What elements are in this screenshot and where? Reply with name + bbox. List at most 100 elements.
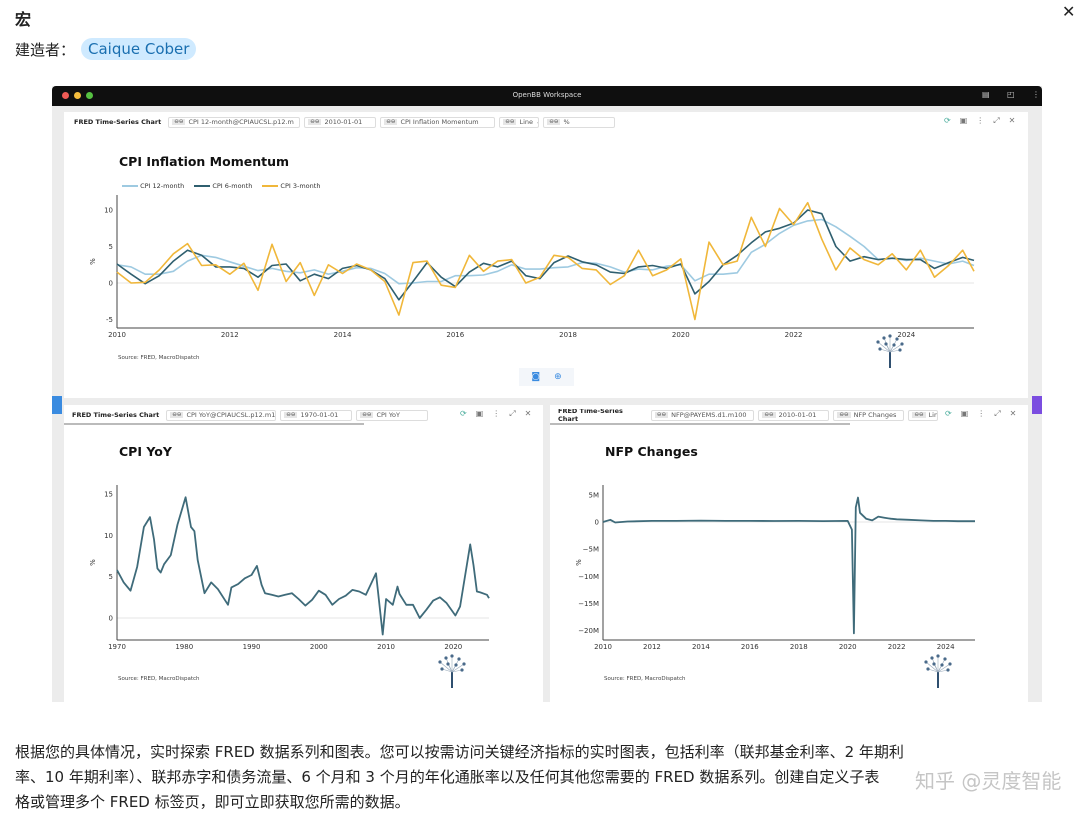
y-tick-label: -5 bbox=[106, 316, 113, 324]
chart-0: 2010 2012 2014 2016 2018 2020 2022 2024 -5 0 5 10% bbox=[89, 195, 975, 368]
refresh-icon[interactable]: ⟳ bbox=[944, 116, 951, 125]
x-tick-label: 1970 bbox=[108, 643, 126, 651]
y-tick-label: 0 bbox=[595, 519, 599, 527]
chart-type-select[interactable]: ⊖⊖Line⌄ bbox=[499, 116, 540, 128]
y-tick-label: 5M bbox=[589, 491, 600, 499]
refresh-icon[interactable]: ⟳ bbox=[945, 409, 952, 418]
start-date-input[interactable]: ⊖⊖ 2010-01-01 bbox=[304, 116, 377, 128]
x-tick-label: 1990 bbox=[243, 643, 261, 651]
x-tick-label: 2020 bbox=[444, 643, 462, 651]
series-input[interactable]: ⊖⊖ CPI 12-month@CPIAUCSL.p12.m bbox=[168, 116, 301, 128]
source-note: Source: FRED, MacroDispatch bbox=[604, 676, 686, 682]
widget-actions: ⟳ ▣ ⋮ ⤢ ✕ bbox=[944, 116, 1015, 126]
unit-input[interactable]: ⊖⊖% bbox=[543, 116, 616, 128]
chat-icon[interactable]: ▣ bbox=[959, 116, 968, 125]
x-tick-label: 2018 bbox=[790, 643, 808, 651]
start-date-input[interactable]: ⊖⊖ 2010-01-01 bbox=[758, 409, 830, 421]
minimize-window-button[interactable] bbox=[74, 92, 81, 99]
chart-title: NFP Changes bbox=[605, 444, 698, 459]
series-line-0 bbox=[116, 496, 490, 636]
widget-actions: ⟳ ▣ ⋮ ⤢ ✕ bbox=[945, 409, 1016, 419]
close-widget-icon[interactable]: ✕ bbox=[1008, 116, 1016, 125]
x-tick-label: 2020 bbox=[839, 643, 857, 651]
close-window-button[interactable] bbox=[62, 92, 69, 99]
x-tick-label: 2010 bbox=[377, 643, 395, 651]
x-tick-label: 1980 bbox=[175, 643, 193, 651]
y-tick-label: −10M bbox=[578, 573, 599, 581]
chart-modebar: ◙ ⊕ bbox=[519, 368, 574, 386]
title-input[interactable]: ⊖⊖ NFP Changes bbox=[833, 409, 905, 421]
widget-toolbar: FRED Time-Series Chart ⊖⊖ CPI 12-month@CP… bbox=[74, 116, 616, 128]
toolbar-scrollbar[interactable] bbox=[550, 423, 850, 425]
close-widget-icon[interactable]: ✕ bbox=[1009, 409, 1017, 418]
chart-1: 1970 1980 1990 2000 2010 2020 0 5 10 15% bbox=[89, 485, 490, 688]
x-tick-label: 2022 bbox=[888, 643, 906, 651]
title-input[interactable]: ⊖⊖ CPI YoY bbox=[356, 409, 429, 421]
close-icon[interactable]: ✕ bbox=[1062, 2, 1076, 21]
more-icon[interactable]: ⋮ bbox=[976, 116, 985, 125]
more-icon[interactable]: ⋮ bbox=[977, 409, 986, 418]
menu-icon[interactable]: ⋮ bbox=[1032, 90, 1040, 99]
widget-actions: ⟳ ▣ ⋮ ⤢ ✕ bbox=[460, 409, 531, 419]
start-date-input[interactable]: ⊖⊖ 1970-01-01 bbox=[280, 409, 353, 421]
series-input[interactable]: ⊖⊖ NFP@PAYEMS.d1.m100 bbox=[650, 409, 755, 421]
more-icon[interactable]: ⋮ bbox=[492, 409, 501, 418]
y-tick-label: 5 bbox=[109, 243, 113, 251]
camera-icon[interactable]: ◙ bbox=[531, 372, 541, 382]
paragraph-line: 率、10 年期利率）、联邦赤字和债务流量、6 个月和 3 个月的年化通胀率以及任… bbox=[15, 768, 880, 786]
builder-name-link[interactable]: Caique Cober bbox=[81, 38, 197, 60]
chart-type-select[interactable]: ⊖⊖Line bbox=[908, 409, 938, 421]
macrodispatch-tree-logo bbox=[924, 654, 952, 688]
source-note: Source: FRED, MacroDispatch bbox=[118, 676, 200, 682]
chart-2: 2010 2012 2014 2016 2018 2020 2022 2024 5M 0 −5M −1… bbox=[575, 485, 975, 688]
close-widget-icon[interactable]: ✕ bbox=[524, 409, 532, 418]
watermark: 知乎 @灵度智能 bbox=[915, 769, 1062, 793]
y-tick-label: 5 bbox=[109, 573, 113, 581]
toolbar-scrollbar[interactable] bbox=[64, 423, 364, 425]
title-input[interactable]: ⊖⊖ CPI Inflation Momentum bbox=[380, 116, 496, 128]
source-note: Source: FRED, MacroDispatch bbox=[118, 355, 200, 361]
paragraph-line: 格或管理多个 FRED 标签页，即可立即获取您所需的数据。 bbox=[15, 793, 410, 811]
y-tick-label: 0 bbox=[109, 280, 113, 288]
left-sidebar-tab[interactable] bbox=[52, 396, 62, 414]
legend-cpi6[interactable]: CPI 6-month bbox=[194, 182, 252, 190]
x-tick-label: 2016 bbox=[446, 331, 464, 339]
widget-nfp: FRED Time-Series Chart ⊖⊖ NFP@PAYEMS.d1.m… bbox=[550, 405, 1028, 702]
zoom-icon[interactable]: ⊕ bbox=[554, 372, 562, 382]
y-tick-label: 0 bbox=[109, 615, 113, 623]
x-tick-label: 2024 bbox=[937, 643, 955, 651]
y-axis-label: % bbox=[89, 258, 97, 265]
refresh-icon[interactable]: ⟳ bbox=[460, 409, 467, 418]
expand-icon[interactable]: ⤢ bbox=[509, 409, 516, 418]
y-tick-label: −20M bbox=[578, 627, 599, 635]
widget-name: FRED Time-Series Chart bbox=[72, 411, 160, 419]
chat-icon[interactable]: ▣ bbox=[960, 409, 969, 418]
x-tick-label: 2000 bbox=[310, 643, 328, 651]
right-sidebar-tab[interactable] bbox=[1032, 396, 1042, 414]
macrodispatch-tree-logo bbox=[876, 334, 904, 368]
widget-name: FRED Time-Series Chart bbox=[74, 118, 162, 126]
x-tick-label: 2014 bbox=[334, 331, 352, 339]
extension-icon[interactable]: ◰ bbox=[1007, 90, 1015, 99]
x-tick-label: 2024 bbox=[897, 331, 915, 339]
expand-icon[interactable]: ⤢ bbox=[994, 409, 1001, 418]
legend-cpi3[interactable]: CPI 3-month bbox=[262, 182, 320, 190]
builder-row: 建造者： Caique Cober bbox=[15, 38, 197, 60]
x-tick-label: 2010 bbox=[108, 331, 126, 339]
legend-cpi12[interactable]: CPI 12-month bbox=[122, 182, 184, 190]
paragraph-line: 根据您的具体情况，实时探索 FRED 数据系列和图表。您可以按需访问关键经济指标… bbox=[15, 743, 904, 761]
series-input[interactable]: ⊖⊖ CPI YoY@CPIAUCSL.p12.m100 bbox=[166, 409, 277, 421]
expand-icon[interactable]: ⤢ bbox=[993, 116, 1000, 125]
translate-icon[interactable]: ▤ bbox=[982, 90, 990, 99]
maximize-window-button[interactable] bbox=[86, 92, 93, 99]
y-tick-label: 15 bbox=[104, 490, 113, 498]
widget-name: FRED Time-Series Chart bbox=[558, 409, 623, 421]
page-title: 宏 bbox=[15, 10, 32, 29]
chat-icon[interactable]: ▣ bbox=[475, 409, 484, 418]
widget-cpi-momentum: FRED Time-Series Chart ⊖⊖ CPI 12-month@CP… bbox=[64, 112, 1028, 398]
series-line-0 bbox=[116, 218, 975, 285]
window-titlebar: OpenBB Workspace ▤ ◰ ⋮ bbox=[52, 86, 1042, 106]
y-tick-label: 10 bbox=[104, 532, 113, 540]
x-tick-label: 2014 bbox=[692, 643, 710, 651]
